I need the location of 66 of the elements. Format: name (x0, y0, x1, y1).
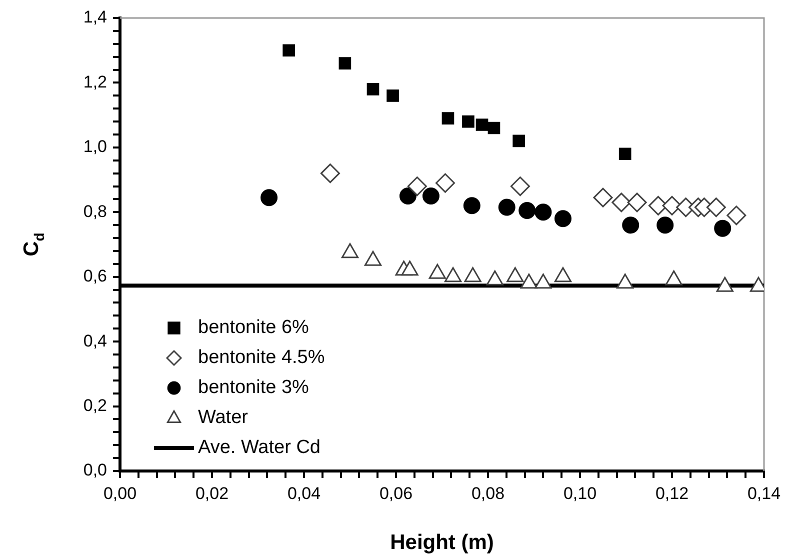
x-tick-label: 0,00 (103, 484, 137, 503)
point (534, 274, 552, 289)
y-tick-label: 0,2 (83, 396, 107, 415)
point (386, 90, 399, 102)
point (627, 192, 647, 212)
x-tick-label: 0,12 (655, 484, 689, 503)
point (464, 267, 482, 282)
point (554, 210, 572, 228)
y-tick-label: 1,4 (83, 8, 107, 27)
x-axis-title: Height (m) (390, 531, 494, 554)
y-tick-label: 0,4 (83, 331, 107, 350)
y-tick-label: 0,6 (83, 266, 107, 286)
legend-label: bentonite 6% (198, 317, 310, 338)
point (444, 267, 462, 282)
x-tick-label: 0,08 (471, 484, 505, 503)
point (260, 189, 278, 206)
point (407, 176, 427, 196)
point (320, 164, 340, 184)
point (656, 216, 674, 234)
point (510, 176, 530, 196)
point (622, 216, 640, 234)
legend-label: Ave. Water Cd (198, 437, 320, 458)
point (428, 264, 446, 279)
point (442, 112, 454, 124)
point (706, 198, 726, 218)
point (512, 134, 525, 148)
point (462, 115, 474, 128)
point (618, 148, 632, 160)
point (435, 173, 455, 193)
point (616, 274, 634, 289)
point (612, 192, 632, 212)
point (662, 196, 682, 216)
point (463, 197, 480, 214)
legend-label: bentonite 3% (198, 377, 310, 398)
y-tick-label: 1,0 (83, 137, 107, 156)
point (593, 188, 613, 208)
point (518, 202, 536, 220)
point (534, 204, 552, 221)
y-tick-label: 0,0 (83, 460, 107, 480)
point (422, 187, 440, 204)
point (665, 270, 682, 286)
point (714, 220, 732, 237)
x-tick-label: 0,02 (195, 484, 229, 503)
x-tick-label: 0,14 (747, 484, 781, 503)
x-tick-label: 0,06 (379, 484, 413, 503)
point (488, 122, 500, 134)
point (554, 267, 572, 282)
point (341, 243, 359, 258)
point (476, 118, 488, 131)
y-tick-label: 1,2 (83, 72, 107, 92)
point (401, 260, 418, 276)
point (726, 206, 746, 226)
x-tick-label: 0,04 (287, 484, 321, 503)
y-tick-label: 0,8 (83, 202, 107, 221)
point (520, 274, 538, 289)
y-axis-title: Cd (20, 232, 47, 256)
point (486, 270, 504, 286)
point (498, 198, 516, 216)
point (399, 187, 416, 204)
point (716, 276, 734, 292)
legend-label: bentonite 4.5% (198, 347, 325, 368)
x-tick-label: 0,10 (563, 484, 597, 503)
point (506, 267, 524, 282)
legend-label: Water (198, 407, 249, 428)
point (366, 83, 380, 96)
point (364, 250, 382, 266)
